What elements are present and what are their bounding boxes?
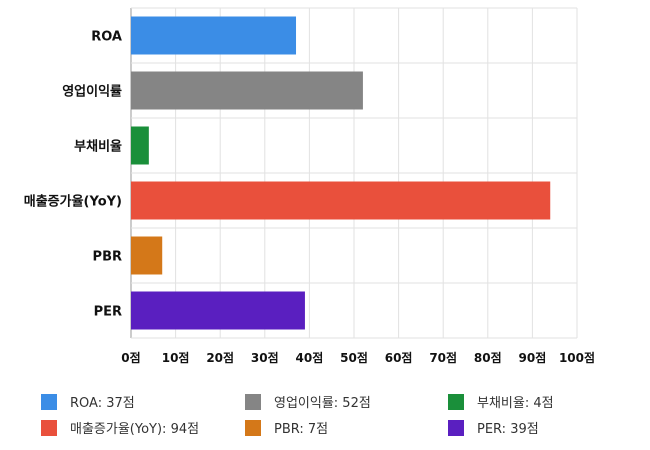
- x-tick-label: 30점: [251, 350, 279, 365]
- x-tick-label: 0점: [121, 350, 140, 365]
- legend-label: PER: 39점: [477, 422, 539, 437]
- legend-swatch: [245, 394, 261, 410]
- x-tick-label: 70점: [429, 350, 457, 365]
- bar: [131, 16, 297, 55]
- bar: [131, 126, 149, 165]
- category-label: 매출증가율(YoY): [24, 194, 122, 210]
- bar: [131, 236, 163, 275]
- legend-label: 영업이익률: 52점: [274, 396, 371, 411]
- legend-swatch: [41, 394, 57, 410]
- x-tick-label: 100점: [559, 350, 595, 365]
- x-tick-label: 10점: [162, 350, 190, 365]
- legend-label: ROA: 37점: [70, 396, 135, 411]
- category-label: 부채비율: [74, 139, 122, 155]
- legend-swatch: [448, 394, 464, 410]
- grid: [130, 7, 578, 339]
- category-label: 영업이익률: [62, 84, 122, 100]
- legend-label: PBR: 7점: [274, 422, 328, 437]
- bars: [131, 16, 551, 330]
- legend-swatch: [41, 420, 57, 436]
- x-tick-label: 60점: [385, 350, 413, 365]
- legend-swatch: [448, 420, 464, 436]
- bar: [131, 291, 305, 330]
- category-label: ROA: [91, 30, 122, 45]
- category-label: PER: [94, 305, 122, 320]
- x-tick-label: 20점: [206, 350, 234, 365]
- x-tick-label: 80점: [474, 350, 502, 365]
- x-tick-label: 50점: [340, 350, 368, 365]
- x-tick-label: 90점: [519, 350, 547, 365]
- legend-label: 부채비율: 4점: [477, 396, 554, 411]
- bar: [131, 71, 363, 110]
- bar: [131, 181, 551, 220]
- category-label: PBR: [93, 250, 122, 265]
- legend-swatch: [245, 420, 261, 436]
- legend-label: 매출증가율(YoY): 94점: [70, 422, 199, 437]
- x-tick-label: 40점: [296, 350, 324, 365]
